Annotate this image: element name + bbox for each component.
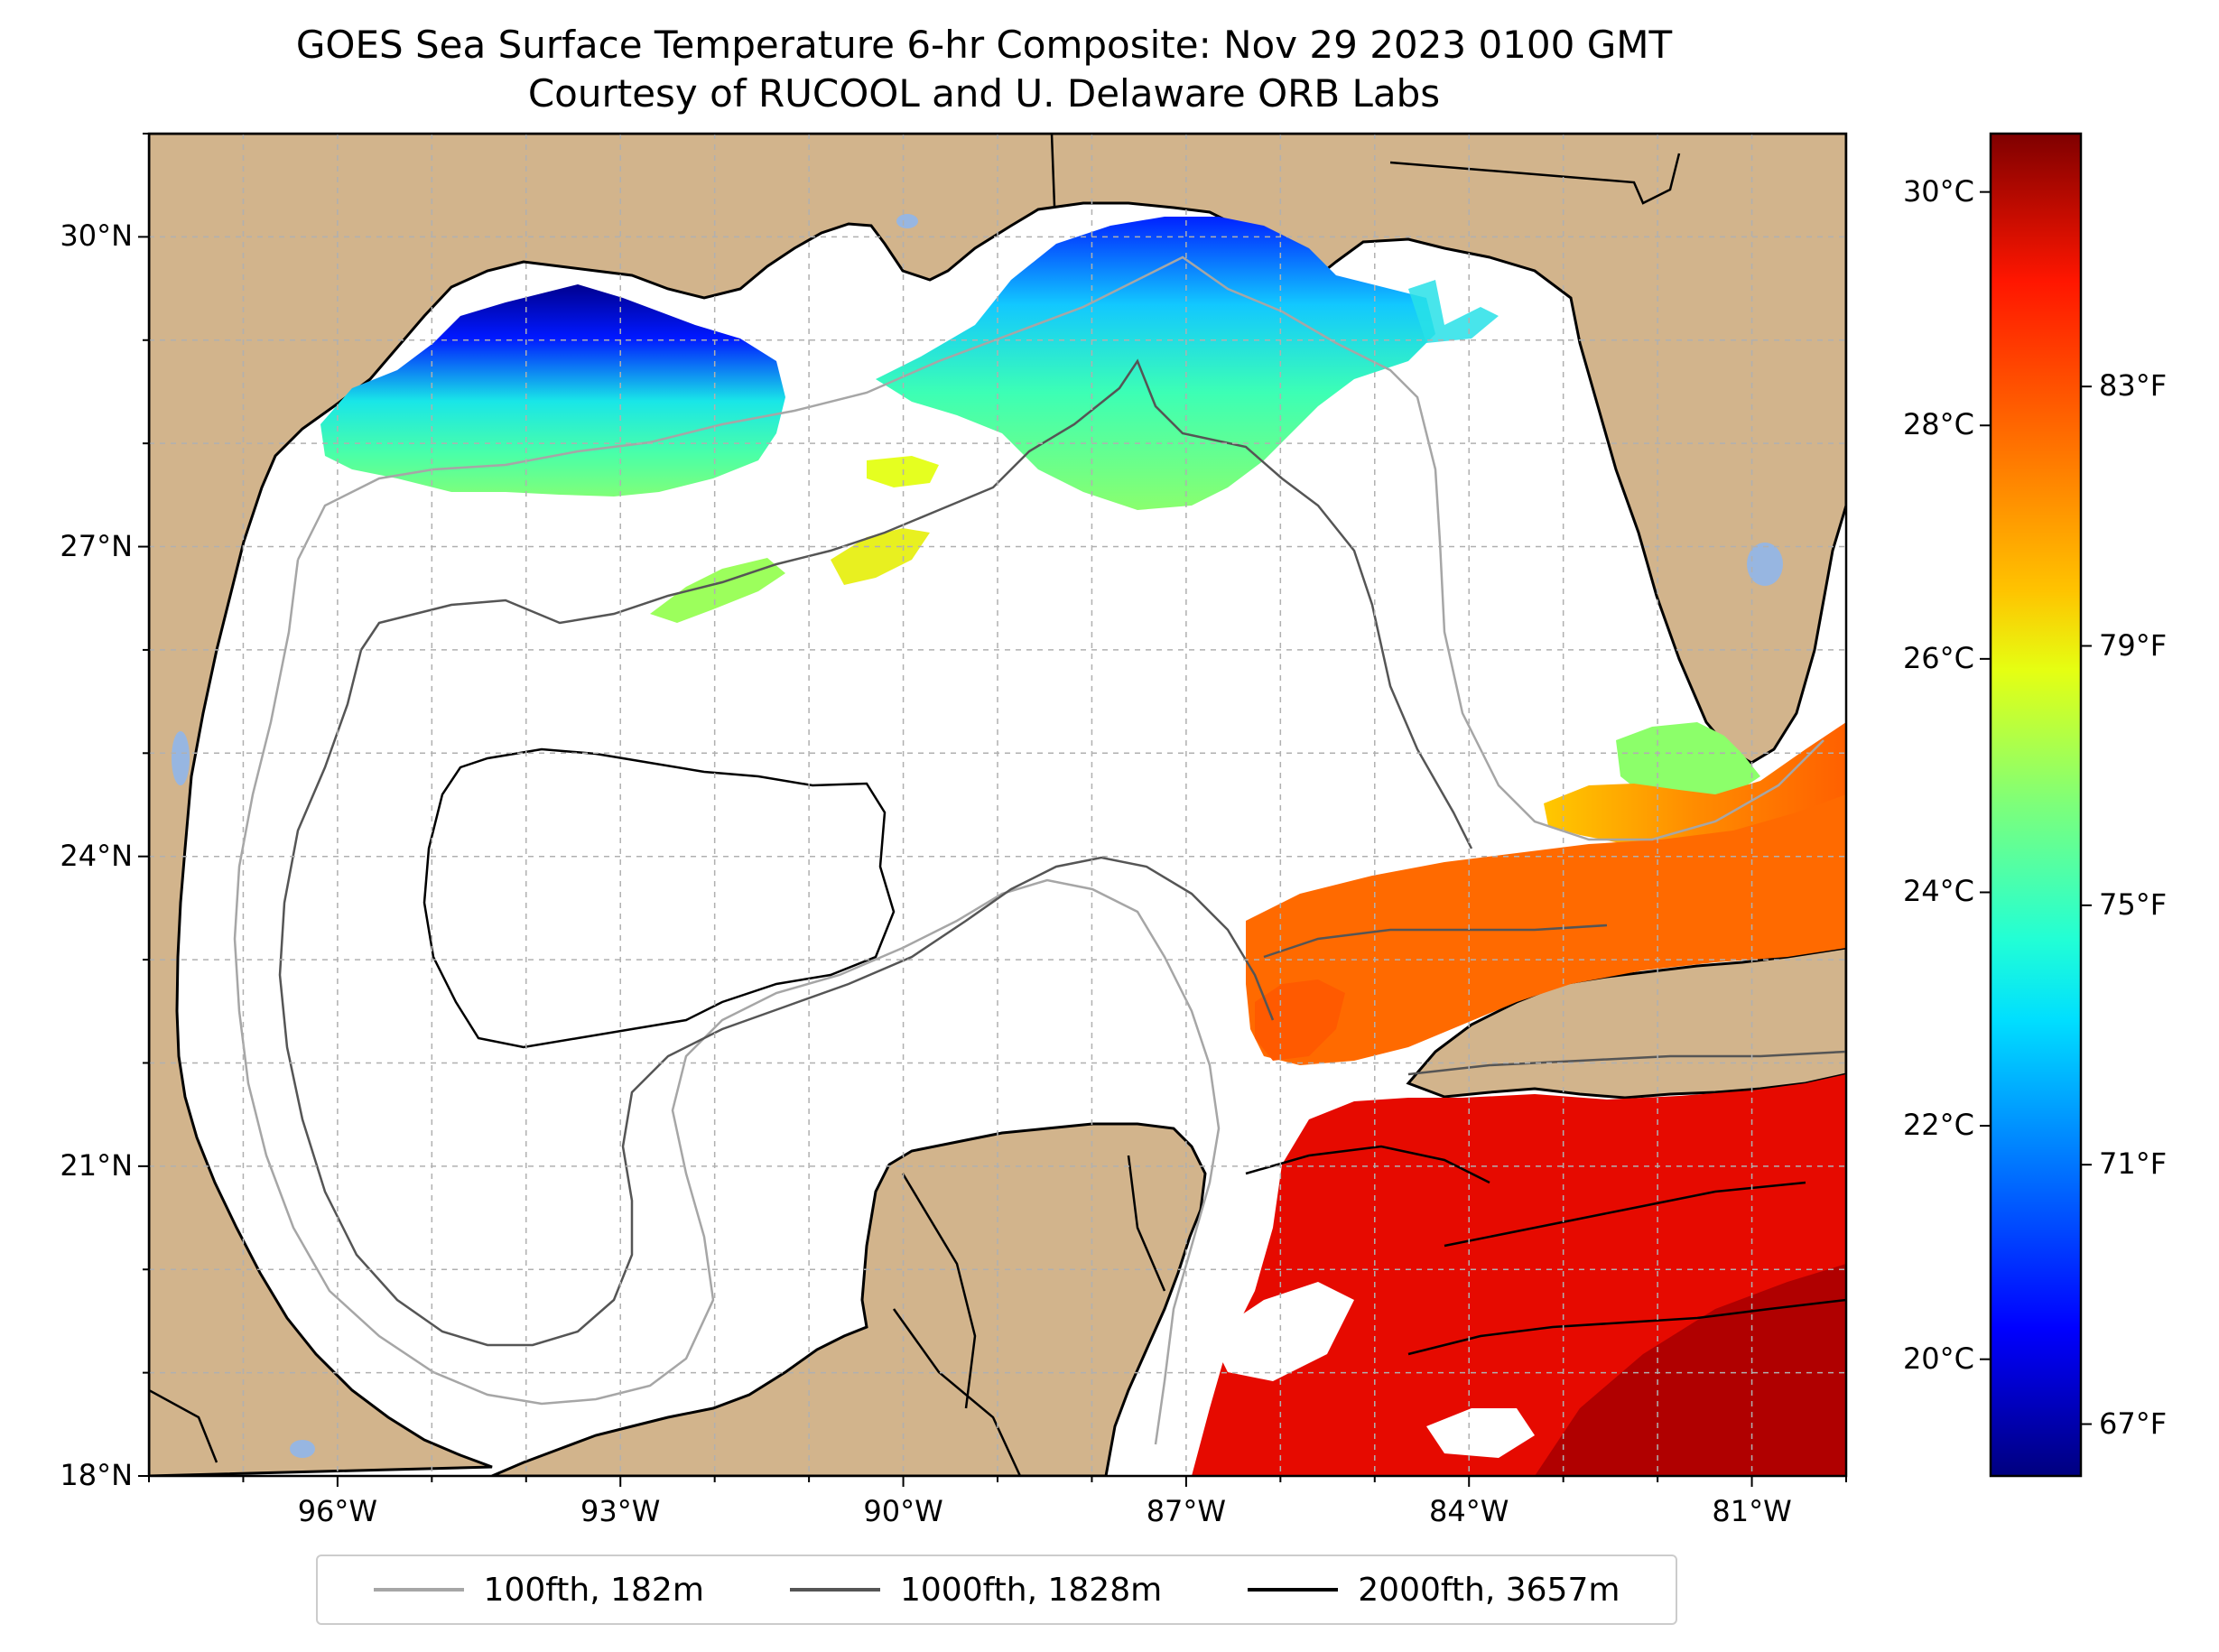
legend-label-2000fth: 2000fth, 3657m bbox=[1358, 1571, 1620, 1609]
sst-patch-florida-keys bbox=[1544, 722, 1846, 849]
yucatan-landmass bbox=[491, 1122, 1207, 1476]
lat-tick-label: 24°N bbox=[60, 838, 133, 873]
celsius-tick-label: 30°C bbox=[1902, 173, 1974, 209]
sst-patch-mid-shelf-green bbox=[650, 558, 785, 623]
fahrenheit-tick-label: 71°F bbox=[2099, 1146, 2168, 1182]
lake-okeechobee bbox=[1747, 543, 1783, 586]
lon-tick-label: 90°W bbox=[863, 1494, 943, 1528]
lon-tick-label: 93°W bbox=[580, 1494, 661, 1528]
legend-swatch-2000fth bbox=[1248, 1588, 1339, 1592]
fahrenheit-tick-label: 83°F bbox=[2099, 368, 2168, 404]
lat-tick-label: 18°N bbox=[60, 1458, 133, 1492]
sst-patch-caribbean-dark bbox=[1535, 1264, 1846, 1476]
gridlines bbox=[149, 134, 1846, 1476]
legend-item-2000fth: 2000fth, 3657m bbox=[1248, 1572, 1620, 1609]
celsius-tick-label: 22°C bbox=[1902, 1108, 1974, 1143]
cloud-gap-caribbean bbox=[1210, 1282, 1354, 1381]
legend-label-100fth: 100fth, 182m bbox=[483, 1571, 704, 1609]
bathymetry-legend: 100fth, 182m 1000fth, 1828m 2000fth, 365… bbox=[316, 1555, 1677, 1625]
lake-nicaragua bbox=[290, 1440, 315, 1458]
lake-louisiana bbox=[896, 214, 918, 228]
legend-item-100fth: 100fth, 182m bbox=[373, 1571, 704, 1609]
lat-tick-label: 21°N bbox=[60, 1147, 133, 1183]
chart-subtitle: Courtesy of RUCOOL and U. Delaware ORB L… bbox=[527, 71, 1441, 116]
lat-tick-label: 27°N bbox=[60, 528, 133, 563]
lon-tick-label: 87°W bbox=[1146, 1494, 1227, 1528]
colorbar-ticks bbox=[1980, 190, 2092, 1425]
contour-1000fth bbox=[278, 358, 1846, 1347]
contour-100fth bbox=[233, 255, 1824, 1445]
lake-mexico bbox=[172, 731, 190, 785]
fahrenheit-tick-label: 79°F bbox=[2099, 627, 2168, 663]
legend-swatch-1000fth bbox=[790, 1588, 880, 1592]
lat-tick-label: 30°N bbox=[60, 218, 133, 254]
legend-label-1000fth: 1000fth, 1828m bbox=[900, 1571, 1163, 1609]
fahrenheit-tick-label: 67°F bbox=[2099, 1406, 2168, 1441]
cloud-gap-caribbean-2 bbox=[1426, 1408, 1535, 1458]
country-borders bbox=[149, 134, 1681, 1476]
sst-patch-mississippi-shelf bbox=[876, 217, 1435, 510]
legend-item-1000fth: 1000fth, 1828m bbox=[790, 1572, 1162, 1609]
fahrenheit-tick-label: 75°F bbox=[2099, 886, 2168, 922]
north-america-landmass bbox=[149, 134, 1846, 1476]
contour-2000fth bbox=[422, 747, 1846, 1356]
sst-patch-mid-shelf-yellow bbox=[831, 528, 930, 585]
colorbar bbox=[1989, 132, 2083, 1478]
legend-swatch-100fth bbox=[373, 1588, 464, 1592]
sst-patch-loop-orange bbox=[1255, 979, 1345, 1061]
celsius-tick-label: 26°C bbox=[1902, 640, 1974, 675]
celsius-tick-label: 20°C bbox=[1902, 1341, 1974, 1376]
sst-patch-panhandle bbox=[1408, 280, 1499, 343]
lon-tick-label: 96°W bbox=[297, 1494, 378, 1528]
lon-tick-label: 81°W bbox=[1712, 1494, 1792, 1528]
lon-tick-label: 84°W bbox=[1429, 1494, 1509, 1528]
chart-title: GOES Sea Surface Temperature 6-hr Compos… bbox=[295, 23, 1673, 67]
axis-ticks bbox=[138, 133, 1847, 1487]
celsius-tick-label: 24°C bbox=[1902, 874, 1974, 909]
sst-patch-west-florida bbox=[1616, 722, 1760, 799]
celsius-tick-label: 28°C bbox=[1902, 407, 1974, 442]
